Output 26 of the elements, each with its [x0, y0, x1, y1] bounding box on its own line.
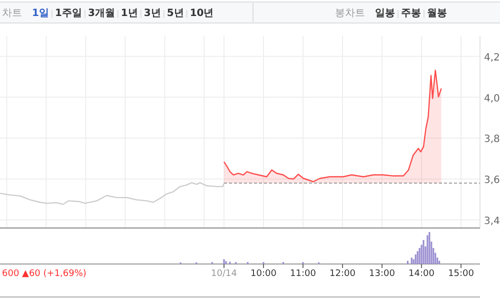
y-tick-label: 4,0 — [484, 93, 500, 104]
text: 일봉 — [375, 8, 395, 19]
line-series — [0, 182, 225, 205]
text: 주봉 — [401, 8, 421, 19]
text: 1년 — [120, 8, 138, 19]
x-tick-label: 13:00 — [369, 269, 396, 279]
text: 차트 — [2, 8, 22, 19]
x-tick-label: 10/14 — [211, 269, 238, 279]
text: 1주일 — [54, 8, 82, 19]
x-tick-label: 12:00 — [330, 269, 356, 279]
text: 3년 — [144, 8, 161, 19]
y-tick-label: 3,6 — [484, 174, 500, 186]
text: 1일 — [32, 8, 49, 19]
x-tick-label: 11:00 — [290, 269, 316, 279]
text: 3개월 — [88, 8, 115, 19]
y-tick-label: 3,4 — [484, 216, 500, 227]
x-tick-label: 10:00 — [250, 269, 277, 279]
x-tick-label: 15:00 — [448, 269, 474, 279]
text: 10년 — [190, 8, 214, 19]
y-tick-label: 3,8 — [484, 134, 500, 146]
text: 600 ▲60 (+1,69%) — [2, 269, 86, 279]
y-tick-label: 4,2 — [484, 52, 500, 64]
x-tick-label: 14:00 — [408, 269, 435, 279]
text: 봉차트 — [335, 8, 365, 19]
text: 월봉 — [427, 8, 447, 19]
text: 5년 — [166, 8, 184, 19]
